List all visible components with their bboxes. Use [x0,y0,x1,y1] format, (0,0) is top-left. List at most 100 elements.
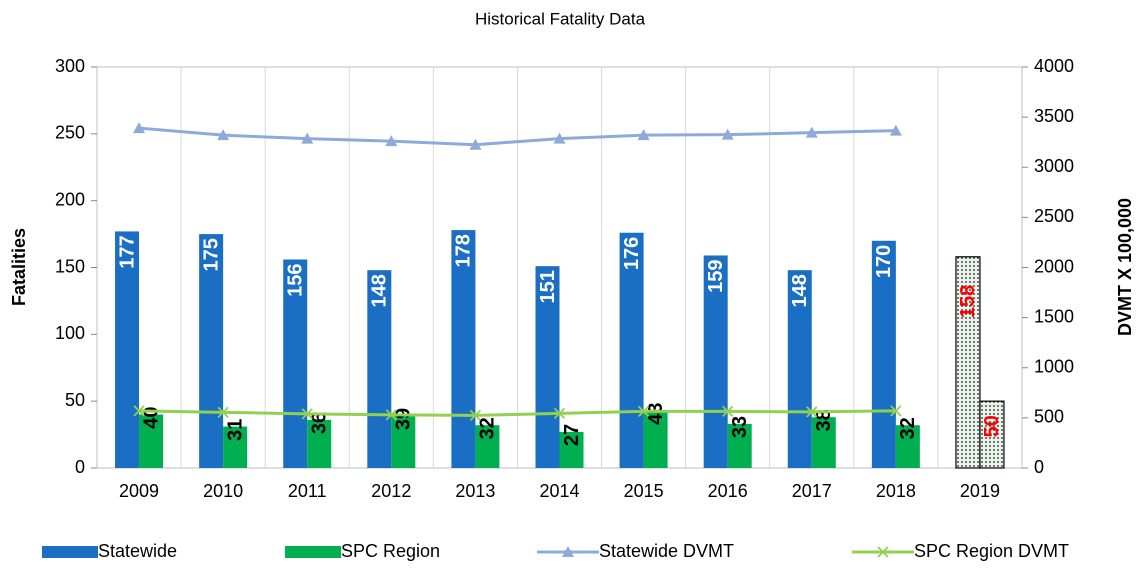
data-label: 148 [789,274,811,307]
marker [721,128,734,140]
y2-tick-label: 3000 [1034,156,1074,176]
y2-tick-label: 1000 [1034,357,1074,377]
line [138,126,896,147]
marker [301,408,313,420]
x-tick-label: 2019 [960,481,1000,501]
data-label: 32 [477,417,499,439]
y-tick-label: 0 [75,457,85,477]
marker [217,129,230,141]
bar [643,410,668,468]
marker [469,138,482,150]
marker [553,407,566,420]
data-label: 158 [957,285,979,318]
legend-label: SPC Region DVMT [914,541,1069,561]
y-tick-label: 250 [55,123,85,143]
marker [637,405,650,417]
data-label: 38 [813,409,835,431]
y-tick-label: 200 [55,189,85,209]
bar [223,426,248,468]
marker [133,405,145,417]
bar [559,431,584,468]
legend-swatch [285,546,341,558]
data-label: 36 [309,412,331,434]
y2-tick-label: 2500 [1034,206,1074,226]
x-tick-label: 2010 [203,481,243,501]
data-label: 170 [873,245,895,278]
x-tick-label: 2009 [119,481,159,501]
legend-label: Statewide [98,541,177,561]
data-label: 159 [705,259,727,292]
y2-axis-label: DVMT X 100,000 [1115,198,1135,336]
bar [703,255,728,468]
bar [139,414,164,468]
y-tick-label: 50 [65,390,85,410]
bar [307,419,332,468]
bar [787,270,812,468]
y-tick-label: 300 [55,56,85,76]
legend-label: Statewide DVMT [599,541,734,561]
marker [806,406,818,418]
data-label: 32 [897,417,919,439]
marker [890,405,902,417]
x-tick-label: 2016 [708,481,748,501]
data-label: 43 [645,403,667,425]
bar [199,234,224,468]
x-tick-label: 2011 [288,481,327,501]
bar [367,270,392,468]
marker [385,409,397,421]
legend-marker [562,546,574,557]
marker [301,132,314,144]
x-tick-label: 2017 [792,481,832,501]
data-label: 151 [537,270,559,303]
x-tick-label: 2018 [876,481,916,501]
y2-tick-label: 0 [1034,457,1044,477]
data-label: 27 [561,424,583,446]
y2-tick-label: 4000 [1034,56,1074,76]
marker [385,135,398,147]
y2-tick-label: 2000 [1034,256,1074,276]
legend-swatch [42,546,98,558]
y-axis-label: Fatalities [9,228,29,306]
bar [391,415,416,468]
bar [895,425,920,468]
x-tick-label: 2012 [371,481,411,501]
data-label: 177 [116,235,138,268]
bar [451,230,476,468]
marker [133,122,146,134]
data-label: 178 [453,234,475,267]
data-label: 156 [285,263,307,296]
marker [469,409,482,422]
x-tick-label: 2015 [624,481,664,501]
data-label: 176 [621,237,643,270]
data-label: 33 [729,416,751,438]
bar [979,400,1005,469]
y-tick-label: 150 [55,256,85,276]
bar [619,232,644,468]
y2-tick-label: 500 [1034,407,1064,427]
marker [722,405,734,417]
line [139,409,896,417]
bar [727,423,752,468]
bar [871,240,896,468]
bar [475,425,500,468]
x-tick-label: 2014 [539,481,579,501]
marker [805,126,818,138]
y-tick-label: 100 [55,323,85,343]
bar [955,256,981,469]
bar [283,259,308,468]
data-label: 31 [224,419,246,441]
y2-tick-label: 1500 [1034,306,1074,326]
bar [535,266,560,468]
bar [115,231,140,468]
legend-label: SPC Region [341,541,440,561]
data-label: 148 [369,274,391,307]
marker [889,124,902,136]
bar [811,417,836,468]
data-label: 175 [200,238,222,271]
x-tick-label: 2013 [455,481,495,501]
legend-marker [877,546,889,558]
marker [553,132,566,144]
y2-tick-label: 3500 [1034,106,1074,126]
chart-title: Historical Fatality Data [475,9,646,28]
